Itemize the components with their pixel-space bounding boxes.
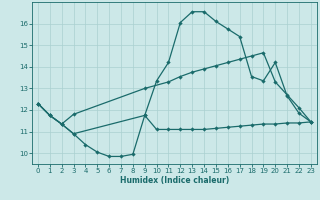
X-axis label: Humidex (Indice chaleur): Humidex (Indice chaleur) (120, 176, 229, 185)
